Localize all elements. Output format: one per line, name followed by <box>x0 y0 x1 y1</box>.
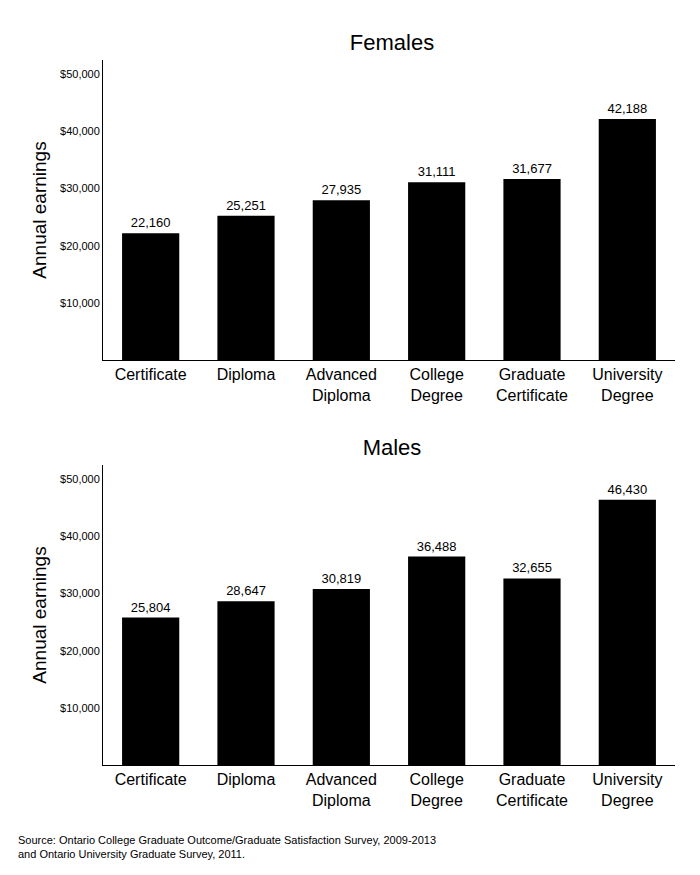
svg-text:Females: Females <box>350 30 434 55</box>
svg-text:UniversityDegree: UniversityDegree <box>592 771 662 809</box>
svg-text:27,935: 27,935 <box>321 182 361 197</box>
svg-text:Diploma: Diploma <box>217 366 276 383</box>
svg-text:$50,000: $50,000 <box>60 473 100 485</box>
svg-text:$30,000: $30,000 <box>60 182 100 194</box>
svg-text:GraduateCertificate: GraduateCertificate <box>496 366 568 404</box>
svg-text:Certificate: Certificate <box>115 771 187 788</box>
svg-text:AdvancedDiploma: AdvancedDiploma <box>306 366 377 404</box>
svg-text:GraduateCertificate: GraduateCertificate <box>496 771 568 809</box>
svg-text:25,804: 25,804 <box>131 600 171 615</box>
svg-text:Annual earnings: Annual earnings <box>29 546 50 683</box>
svg-text:UniversityDegree: UniversityDegree <box>592 366 662 404</box>
svg-text:25,251: 25,251 <box>226 198 266 213</box>
svg-text:$50,000: $50,000 <box>60 68 100 80</box>
svg-text:32,655: 32,655 <box>512 560 552 575</box>
svg-text:CollegeDegree: CollegeDegree <box>410 771 464 809</box>
svg-text:CollegeDegree: CollegeDegree <box>410 366 464 404</box>
svg-text:30,819: 30,819 <box>321 571 361 586</box>
svg-text:Diploma: Diploma <box>217 771 276 788</box>
svg-text:Males: Males <box>363 435 422 460</box>
svg-text:$40,000: $40,000 <box>60 530 100 542</box>
svg-text:46,430: 46,430 <box>607 482 647 497</box>
svg-text:28,647: 28,647 <box>226 583 266 598</box>
svg-text:36,488: 36,488 <box>417 539 457 554</box>
svg-text:AdvancedDiploma: AdvancedDiploma <box>306 771 377 809</box>
svg-text:31,111: 31,111 <box>418 164 456 179</box>
svg-text:$20,000: $20,000 <box>60 645 100 657</box>
svg-text:22,160: 22,160 <box>131 215 171 230</box>
svg-text:31,677: 31,677 <box>512 161 552 176</box>
html-text:and Ontario University Graduat: and Ontario University Graduate Survey, … <box>18 848 245 860</box>
html-text:Source: Ontario College Gradua: Source: Ontario College Graduate Outcome… <box>18 834 436 846</box>
svg-text:$40,000: $40,000 <box>60 125 100 137</box>
svg-text:Certificate: Certificate <box>115 366 187 383</box>
svg-text:$20,000: $20,000 <box>60 240 100 252</box>
svg-text:Annual earnings: Annual earnings <box>29 141 50 278</box>
svg-text:42,188: 42,188 <box>607 101 647 116</box>
svg-text:$30,000: $30,000 <box>60 587 100 599</box>
svg-text:$10,000: $10,000 <box>60 702 100 714</box>
svg-text:$10,000: $10,000 <box>60 297 100 309</box>
